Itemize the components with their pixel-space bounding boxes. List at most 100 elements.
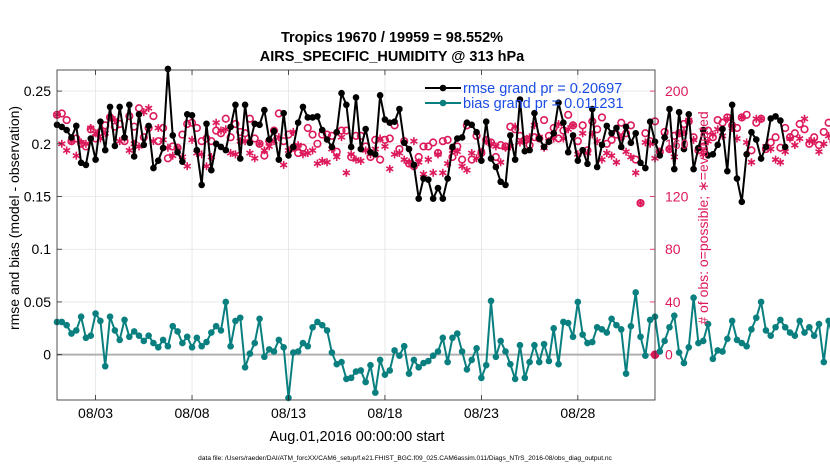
bias-point	[704, 320, 712, 328]
obs-evaluated-point	[723, 114, 732, 123]
bias-point	[685, 343, 693, 351]
obs-possible-point	[385, 134, 394, 143]
bias-point	[232, 317, 239, 325]
bias-point	[675, 349, 683, 356]
bias-point	[116, 336, 123, 344]
obs-possible-point	[578, 121, 587, 130]
obs-possible-point	[443, 135, 452, 144]
obs-possible-point	[313, 139, 322, 148]
bias-point	[463, 366, 471, 373]
bias-point	[323, 327, 331, 334]
rmse-point	[743, 151, 750, 158]
bias-point	[400, 342, 408, 350]
bias-point	[280, 343, 287, 351]
rmse-point	[584, 160, 591, 168]
bias-point	[531, 341, 538, 349]
obs-possible-point	[795, 119, 804, 129]
rmse-point	[362, 125, 369, 133]
obs-evaluated-point	[86, 123, 95, 132]
legend-entry-bias: bias grand pr = 0.011231	[425, 96, 624, 112]
x-tick-label: 08/18	[367, 405, 402, 421]
rmse-point	[174, 148, 181, 156]
obs-possible-point	[819, 127, 828, 137]
obs-evaluated-point	[800, 114, 809, 123]
rmse-point	[709, 151, 717, 158]
bias-point	[164, 342, 172, 350]
rmse-point	[690, 165, 697, 173]
grid-lines	[57, 70, 655, 400]
bias-point	[198, 342, 205, 350]
rmse-point	[92, 156, 99, 163]
rmse-point	[560, 119, 567, 127]
obs-evaluated-point	[347, 150, 356, 159]
bias-point	[781, 323, 789, 331]
chart-title-line2: AIRS_SPECIFIC_HUMIDITY @ 313 hPa	[260, 49, 525, 65]
rmse-point	[492, 163, 500, 171]
rmse-point	[116, 103, 123, 111]
bias-line	[57, 292, 830, 399]
obs-evaluated-point	[501, 143, 510, 152]
obs-evaluated-point	[709, 130, 717, 139]
obs-possible-point	[457, 155, 467, 164]
bias-point	[680, 359, 688, 367]
obs-evaluated-point	[786, 134, 794, 143]
bias-point	[396, 352, 403, 360]
bias-point	[154, 343, 162, 351]
rmse-point	[333, 128, 341, 136]
bias-point	[386, 367, 394, 374]
bias-point	[733, 336, 741, 344]
bias-point	[670, 312, 678, 319]
rmse-point	[733, 175, 741, 182]
rmse-point	[646, 118, 654, 125]
obs-possible-point	[308, 130, 317, 139]
bias-point	[328, 349, 336, 356]
rmse-point	[695, 144, 702, 152]
rmse-point	[772, 113, 779, 120]
bias-point	[502, 348, 509, 355]
bias-point	[241, 364, 249, 371]
bias-point	[820, 358, 828, 366]
y-tick-label-right: 40	[665, 294, 681, 310]
obs-evaluated-point	[352, 155, 360, 164]
bias-point	[555, 360, 562, 368]
obs-evaluated-point	[337, 133, 346, 142]
bias-point	[92, 310, 99, 317]
obs-evaluated-point	[438, 168, 447, 177]
bias-point	[767, 332, 775, 339]
rmse-point	[376, 92, 384, 99]
rmse-point	[410, 161, 418, 169]
rmse-point	[526, 146, 533, 154]
rmse-point	[179, 158, 186, 166]
bias-point	[752, 314, 760, 322]
obs-evaluated-point	[612, 158, 621, 167]
bias-point	[391, 347, 398, 354]
obs-possible-point	[617, 118, 626, 127]
rmse-point	[212, 140, 220, 148]
rmse-point	[72, 122, 80, 130]
rmse-point	[593, 163, 601, 171]
rmse-point	[222, 146, 230, 154]
obs-evaluated-point	[72, 151, 81, 160]
obs-evaluated-point	[144, 104, 153, 113]
rmse-point	[714, 141, 721, 149]
rmse-point	[613, 124, 620, 132]
rmse-point	[347, 143, 355, 151]
bias-point	[535, 358, 543, 366]
rmse-point	[203, 120, 210, 128]
obs-count-series	[52, 104, 830, 359]
rmse-point	[270, 127, 278, 135]
bias-point	[227, 342, 234, 350]
rmse-point	[405, 145, 413, 153]
bias-point	[449, 334, 456, 342]
bias-point	[492, 353, 500, 361]
rmse-point	[545, 138, 553, 145]
bias-point	[545, 357, 553, 365]
bias-point	[304, 342, 312, 350]
bias-point	[478, 374, 485, 382]
bias-point	[801, 329, 808, 336]
bias-point	[251, 339, 259, 347]
obs-evaluated-point	[410, 137, 418, 146]
rmse-point	[487, 155, 495, 162]
rmse-point	[564, 148, 572, 156]
y-tick-label-right: 160	[665, 136, 689, 152]
